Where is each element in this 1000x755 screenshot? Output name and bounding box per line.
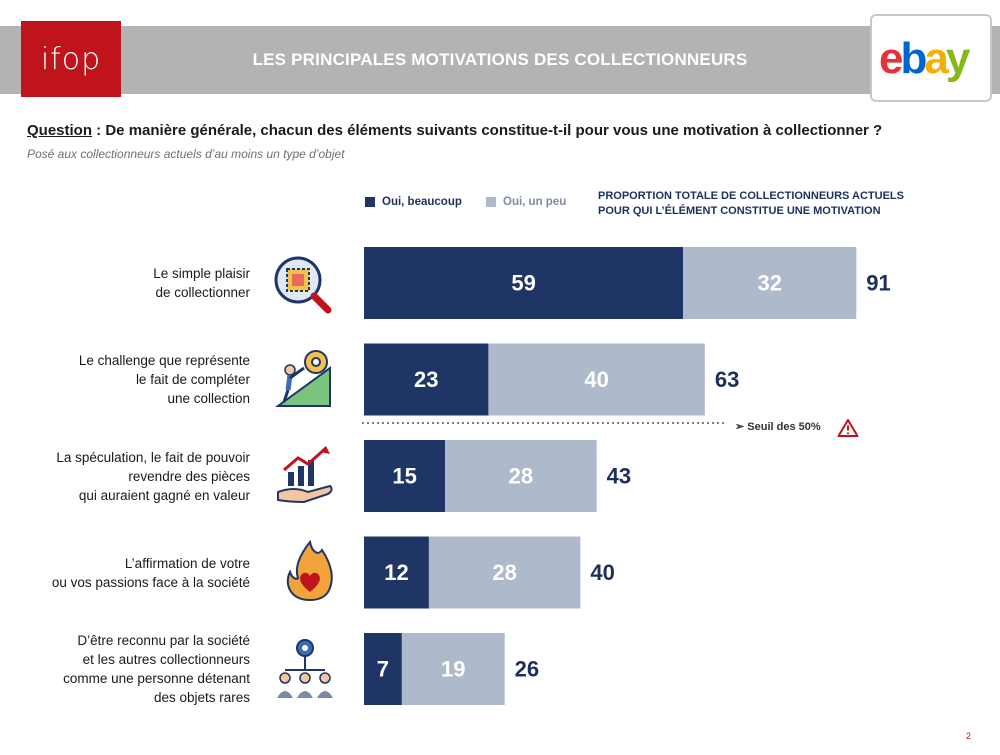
total-label-1: 63 [715,367,739,392]
total-label-2: 43 [607,464,631,489]
category-label-line: L’affirmation de votre [124,555,250,571]
bar-series2-3 [428,536,581,609]
page-number: 2 [966,731,972,741]
data-label-series1-3: 12 [384,560,408,585]
bar-series1-3 [364,536,429,609]
category-label-4: D’être reconnu par la société et les autr… [10,631,250,707]
question-label: Question [27,122,93,139]
data-label-series1-4: 7 [377,657,389,682]
bar-series2-1 [488,343,705,416]
total-label-4: 26 [515,657,539,682]
burning-heart-icon [286,539,333,602]
total-label-0: 91 [866,271,890,296]
category-label-line: le fait de compléter [135,372,250,387]
category-label-2: La spéculation, le fait de pouvoir revend… [10,448,250,505]
category-label-line: de collectionner [155,285,250,300]
page-title: LES PRINCIPALES MOTIVATIONS DES COLLECTI… [252,50,748,69]
legend-total-line1: PROPORTION TOTALE DE COLLECTIONNEURS ACT… [598,190,904,202]
question: Question : De manière générale, chacun d… [27,122,882,139]
data-label-series2-2: 28 [509,464,533,489]
ifop-logo: ifop [21,21,121,97]
legend-total: PROPORTION TOTALE DE COLLECTIONNEURS ACT… [598,189,904,219]
bar-series2-0 [683,247,857,319]
data-label-series1-2: 15 [392,464,416,489]
legend-swatch-series2 [486,197,496,207]
stamp-magnifier-icon [274,256,332,314]
category-label-3: L’affirmation de votre ou vos passions fa… [10,554,250,592]
data-label-series1-1: 23 [414,367,438,392]
category-label-line: La spéculation, le fait de pouvoir [56,449,250,465]
legend-label-series2: Oui, un peu [503,196,567,208]
total-label-3: 40 [590,560,614,585]
legend-series2: Oui, un peu [486,196,566,208]
legend-total-line2: POUR QUI L’ÉLÉMENT CONSTITUE UNE MOTIVAT… [598,205,881,217]
legend-label-series1: Oui, beaucoup [382,196,462,208]
category-label-line: qui auraient gagné en valeur [78,487,250,503]
category-label-0: Le simple plaisir de collectionner [10,264,250,302]
bar-series2-2 [445,440,597,512]
data-label-series2-0: 32 [758,271,782,296]
group-network-gear-icon [277,639,333,698]
category-label-line: une collection [167,391,250,406]
data-label-series1-0: 59 [511,271,535,296]
question-text: : De manière générale, chacun des élémen… [92,122,883,139]
category-label-line: et les autres collectionneurs [82,652,250,667]
bar-series1-0 [364,247,684,319]
category-label-line: Le simple plaisir [153,266,250,281]
warning-icon [837,419,859,437]
data-label-series2-4: 19 [441,657,465,682]
category-label-line: des objets rares [153,690,250,705]
category-label-line: comme une personne détenant [63,671,250,686]
legend-series1: Oui, beaucoup [365,196,462,208]
ebay-logo-mark: ebay [879,34,974,83]
hand-growth-chart-icon [277,446,333,504]
ebay-logo: ebay [870,14,992,102]
subtitle: Posé aux collectionneurs actuels d’au mo… [27,147,345,161]
data-label-series2-3: 28 [492,560,516,585]
category-label-1: Le challenge que représente le fait de co… [10,351,250,408]
legend-swatch-series1 [365,197,375,207]
category-label-line: revendre des pièces [128,468,250,484]
bar-series1-2 [364,440,446,512]
bar-series1-4 [364,633,402,705]
bar-series2-4 [401,633,505,705]
data-label-series2-1: 40 [584,367,608,392]
bar-series1-1 [364,343,489,416]
category-label-line: Le challenge que représente [78,353,250,368]
threshold-label: ➢ Seuil des 50% [735,421,821,433]
climber-gear-icon [274,350,331,407]
category-label-line: ou vos passions face à la société [51,574,250,590]
header-band [0,26,1000,94]
ifop-logo-text: ifop [40,41,102,77]
category-label-line: D’être reconnu par la société [77,633,250,648]
